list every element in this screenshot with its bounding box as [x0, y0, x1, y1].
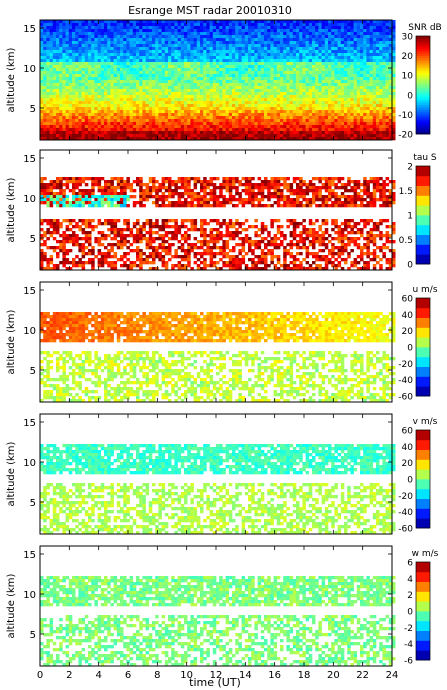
y-tick-label: 5: [30, 630, 36, 641]
panel-4: 5 10 15 altitude (km) v m/s -60 -40 -20 0 20 40 60: [6, 413, 438, 535]
y-tick-label: 10: [23, 590, 36, 601]
colorbar-tick-label: 2: [407, 591, 413, 601]
colorbar-tick-label: 0: [407, 476, 413, 486]
colorbar-tick-label: 6: [407, 559, 413, 569]
colorbar-tick-label: -10: [398, 111, 413, 121]
colorbar-label: tau S: [413, 153, 437, 163]
colorbar-tick-label: -20: [398, 360, 413, 370]
colorbar-tick-label: 0: [407, 608, 413, 618]
y-tick-label: 5: [30, 234, 36, 245]
x-tick-label: 16: [268, 670, 281, 681]
heatmap-cells: [40, 312, 396, 403]
y-tick-label: 5: [30, 104, 36, 115]
figure-title: Esrange MST radar 20010310: [128, 4, 292, 17]
x-tick-label: 22: [356, 670, 369, 681]
y-axis-label: altitude (km): [6, 573, 17, 638]
x-tick-label: 20: [327, 670, 340, 681]
colorbar-tick-label: -6: [404, 657, 413, 667]
y-axis-label: altitude (km): [6, 309, 17, 374]
y-tick-label: 15: [23, 286, 36, 297]
x-tick-label: 18: [298, 670, 311, 681]
x-tick-label: 8: [154, 670, 160, 681]
x-tick-label: 4: [95, 670, 101, 681]
colorbar-tick-label: 10: [402, 72, 414, 82]
colorbar-tick-label: -4: [404, 640, 413, 650]
colorbar-tick-label: 0.5: [399, 236, 413, 246]
colorbar-label: w m/s: [412, 549, 439, 559]
colorbar-tick-label: -20: [398, 131, 413, 141]
colorbar-label: SNR dB: [408, 23, 441, 33]
colorbar: v m/s -60 -40 -20 0 20 40 60: [398, 417, 437, 535]
colorbar-tick-label: 1: [407, 212, 413, 222]
colorbar-tick-label: 40: [402, 311, 414, 321]
colorbar-tick-label: -20: [398, 492, 413, 502]
panel-3: 5 10 15 altitude (km) u m/s -60 -40 -20 0 20 40 60: [6, 281, 438, 403]
x-tick-label: 0: [37, 670, 43, 681]
colorbar-tick-label: -60: [398, 525, 413, 535]
y-tick-label: 10: [23, 326, 36, 337]
panel-1: 5 10 15 altitude (km) SNR dB -20 -10 0 10 20 30: [6, 19, 442, 141]
heatmap-cells: [40, 20, 396, 141]
colorbar-tick-label: -60: [398, 393, 413, 403]
x-tick-label: 10: [180, 670, 193, 681]
colorbar-tick-label: 2: [407, 163, 413, 173]
colorbar: u m/s -60 -40 -20 0 20 40 60: [398, 285, 438, 403]
y-tick-label: 15: [23, 418, 36, 429]
colorbar-tick-label: -2: [404, 624, 413, 634]
colorbar-tick-label: 20: [402, 52, 414, 62]
colorbar-tick-label: 20: [402, 459, 414, 469]
colorbar-tick-label: 60: [402, 295, 414, 305]
colorbar-tick-label: 0: [407, 344, 413, 354]
y-tick-label: 10: [23, 64, 36, 75]
colorbar-tick-label: 0: [407, 91, 413, 101]
colorbar-tick-label: 0: [407, 261, 413, 271]
x-axis-label: time (UT): [189, 676, 241, 689]
y-tick-label: 15: [23, 154, 36, 165]
x-tick-label: 2: [66, 670, 72, 681]
colorbar: tau S 0 0.5 1 1.5 2: [399, 153, 437, 271]
heatmap-cells: [40, 576, 396, 667]
colorbar-tick-label: 1.5: [399, 187, 413, 197]
y-tick-label: 15: [23, 24, 36, 35]
y-axis-label: altitude (km): [6, 177, 17, 242]
y-tick-label: 10: [23, 194, 36, 205]
colorbar-tick-label: 40: [402, 443, 414, 453]
y-tick-label: 15: [23, 550, 36, 561]
y-tick-label: 5: [30, 498, 36, 509]
x-tick-label: 24: [386, 670, 399, 681]
y-axis-label: altitude (km): [6, 47, 17, 112]
y-tick-label: 10: [23, 458, 36, 469]
colorbar: SNR dB -20 -10 0 10 20 30: [398, 23, 441, 141]
x-tick-label: 14: [239, 670, 252, 681]
x-tick-label: 6: [125, 670, 131, 681]
colorbar-tick-label: 30: [402, 33, 414, 43]
heatmap-cells: [40, 444, 396, 535]
colorbar-label: u m/s: [412, 285, 437, 295]
colorbar: w m/s -6 -4 -2 0 2 4 6: [404, 549, 439, 667]
colorbar-tick-label: 60: [402, 427, 414, 437]
colorbar-tick-label: -40: [398, 376, 413, 386]
colorbar-label: v m/s: [413, 417, 438, 427]
colorbar-tick-label: 20: [402, 327, 414, 337]
y-tick-label: 5: [30, 366, 36, 377]
heatmap-cells: [40, 177, 396, 271]
x-tick-label: 12: [210, 670, 223, 681]
colorbar-tick-label: 4: [407, 575, 413, 585]
colorbar-tick-label: -40: [398, 508, 413, 518]
panel-2: 5 10 15 altitude (km) tau S 0 0.5 1 1.5 2: [6, 149, 437, 271]
y-axis-label: altitude (km): [6, 441, 17, 506]
